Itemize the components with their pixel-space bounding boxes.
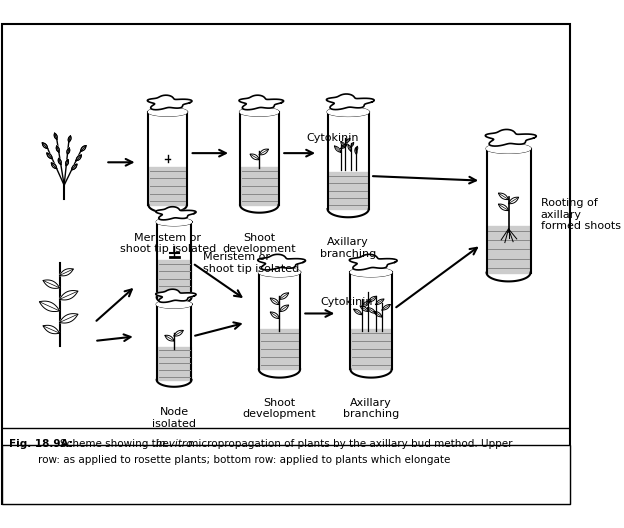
Polygon shape [346,138,350,143]
Polygon shape [56,146,59,152]
Polygon shape [51,163,57,169]
Polygon shape [80,146,86,152]
Polygon shape [250,154,260,160]
Polygon shape [68,136,71,142]
Polygon shape [51,163,57,169]
Text: in vitro: in vitro [156,439,192,449]
Polygon shape [56,146,59,152]
Polygon shape [351,370,392,378]
Polygon shape [280,305,289,312]
Polygon shape [156,289,196,303]
Polygon shape [376,299,384,305]
Polygon shape [149,205,187,213]
Polygon shape [67,148,70,154]
Polygon shape [374,312,382,317]
Polygon shape [43,280,59,288]
Polygon shape [326,94,374,110]
Polygon shape [165,335,174,341]
Polygon shape [42,143,47,148]
Polygon shape [66,159,69,166]
Polygon shape [348,145,351,151]
Polygon shape [354,309,362,315]
Polygon shape [509,197,519,204]
Polygon shape [66,159,69,166]
Text: Node
isolated: Node isolated [152,407,196,429]
Polygon shape [259,370,300,378]
Polygon shape [72,164,77,170]
Polygon shape [351,143,354,147]
Text: Axillary
branching: Axillary branching [343,398,399,419]
Polygon shape [67,148,70,154]
Polygon shape [280,293,289,299]
Polygon shape [368,308,376,313]
Polygon shape [68,136,71,142]
Text: Cytokinin: Cytokinin [306,133,359,143]
Polygon shape [368,296,376,302]
Polygon shape [157,219,192,225]
Polygon shape [258,254,306,270]
Polygon shape [382,305,391,310]
Polygon shape [58,158,61,165]
Polygon shape [362,301,370,307]
Polygon shape [72,164,77,170]
Polygon shape [43,325,59,334]
Polygon shape [80,146,86,152]
Polygon shape [487,272,530,281]
Polygon shape [270,298,280,305]
Polygon shape [157,380,192,387]
Polygon shape [341,144,348,148]
Text: Fig. 18.9A:: Fig. 18.9A: [9,439,73,449]
Polygon shape [270,312,280,318]
Text: Axillary
branching: Axillary branching [320,238,376,259]
Text: Meristem or
shoot tip isolated: Meristem or shoot tip isolated [120,233,216,254]
Bar [2,445,570,504]
Polygon shape [334,146,341,153]
Polygon shape [149,108,187,116]
Polygon shape [240,205,278,213]
Polygon shape [39,301,59,312]
Polygon shape [59,290,78,300]
Polygon shape [499,204,509,211]
Polygon shape [59,314,78,323]
Polygon shape [355,148,357,154]
Polygon shape [240,108,278,116]
Text: micropropagation of plants by the axillary bud method. Upper: micropropagation of plants by the axilla… [185,439,512,449]
Polygon shape [328,108,369,116]
Text: Cytokinin: Cytokinin [320,297,373,307]
Polygon shape [59,269,73,276]
Polygon shape [58,158,61,165]
Polygon shape [47,153,52,159]
Polygon shape [260,149,268,155]
Polygon shape [42,143,47,148]
Polygon shape [156,207,196,220]
Polygon shape [157,297,192,304]
Polygon shape [239,95,283,110]
Polygon shape [54,133,57,139]
Text: Scheme showing the: Scheme showing the [59,439,172,449]
Text: Rooting of
axillary
formed shoots: Rooting of axillary formed shoots [540,198,621,231]
Polygon shape [360,306,368,312]
Polygon shape [76,155,82,161]
Polygon shape [259,268,300,276]
Polygon shape [54,133,57,139]
Polygon shape [499,193,509,200]
Polygon shape [487,144,530,153]
Text: Shoot
development: Shoot development [223,233,296,254]
Polygon shape [47,153,52,159]
Text: Shoot
development: Shoot development [243,398,316,419]
Text: Meristem or
shoot tip isolated: Meristem or shoot tip isolated [203,252,300,274]
Polygon shape [356,146,358,151]
Polygon shape [76,155,82,161]
Text: row: as applied to rosette plants; bottom row: applied to plants which elongate: row: as applied to rosette plants; botto… [39,455,451,465]
Polygon shape [157,301,192,308]
Polygon shape [328,209,369,217]
Polygon shape [341,142,346,148]
Polygon shape [349,254,397,270]
Polygon shape [485,129,536,146]
Polygon shape [147,95,192,110]
Polygon shape [174,331,183,336]
Polygon shape [351,268,392,276]
